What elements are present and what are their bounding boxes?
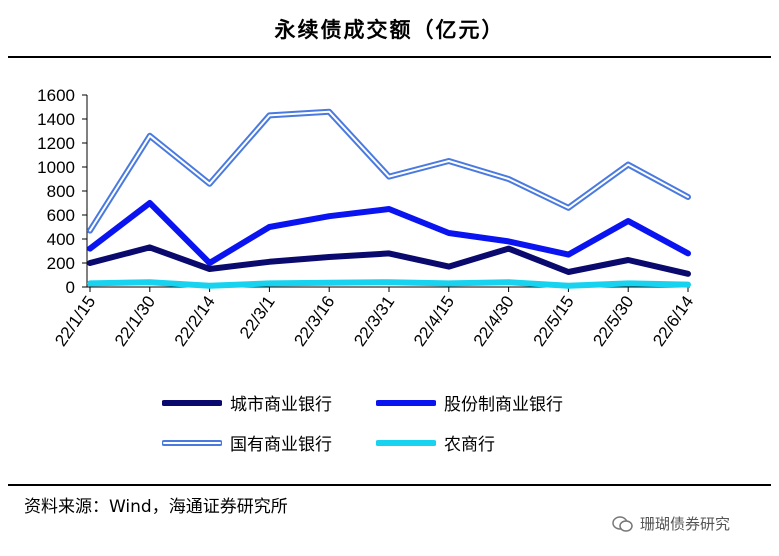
watermark-text: 珊瑚债券研究	[640, 515, 731, 533]
legend-swatch-joint	[376, 399, 436, 406]
x-tick-label: 22/3/31	[350, 292, 398, 349]
legend-item-rural: 农商行	[376, 430, 495, 455]
legend-label-state: 国有商业银行	[230, 435, 332, 455]
y-tick-label: 1400	[37, 110, 75, 129]
x-tick-label: 22/3/1	[236, 292, 279, 342]
legend-item-city: 城市商业银行	[162, 390, 332, 415]
y-tick-label: 600	[47, 206, 75, 225]
series-line-state-inner	[89, 110, 689, 232]
y-tick-label: 800	[47, 182, 75, 201]
legend-label-joint: 股份制商业银行	[444, 395, 563, 415]
source-note: 资料来源：Wind，海通证券研究所	[24, 497, 288, 517]
x-tick-label: 22/2/14	[171, 292, 219, 349]
chart-axes	[82, 94, 690, 292]
series-line-rural	[87, 279, 691, 289]
legend-label-city: 城市商业银行	[230, 395, 332, 415]
chart-series-lines	[87, 108, 691, 289]
x-tick-label: 22/5/30	[589, 292, 637, 349]
x-tick-label: 22/3/16	[290, 292, 338, 349]
x-tick-label: 22/6/14	[649, 292, 697, 349]
top-divider	[8, 56, 771, 58]
legend-item-state: 国有商业银行	[162, 430, 332, 455]
x-tick-label: 22/4/30	[470, 292, 518, 349]
wechat-icon	[612, 515, 633, 532]
y-tick-label: 400	[47, 230, 75, 249]
series-line-city	[87, 244, 691, 277]
watermark: 珊瑚债券研究	[612, 513, 730, 534]
x-axis-tick-labels: 22/1/15 22/1/30 22/2/14 22/3/1 22/3/16 22/3/3…	[51, 292, 697, 349]
y-tick-label: 0	[66, 278, 75, 297]
x-tick-label: 22/5/15	[530, 292, 578, 349]
legend-label-rural: 农商行	[444, 435, 495, 455]
legend-swatch-city	[162, 399, 222, 406]
bottom-divider	[8, 484, 771, 486]
y-tick-label: 200	[47, 254, 75, 273]
chart-title: 永续债成交额（亿元）	[274, 18, 505, 42]
legend-item-joint: 股份制商业银行	[376, 390, 563, 415]
series-line-joint	[87, 200, 691, 266]
x-tick-label: 22/1/15	[51, 292, 99, 349]
x-tick-label: 22/1/30	[111, 292, 159, 349]
y-axis-tick-labels: 0 200 400 600 800 1000 1200 1400 1600	[37, 86, 75, 297]
legend-swatch-rural	[376, 439, 436, 446]
legend-swatch-state	[162, 439, 222, 446]
y-tick-label: 1200	[37, 134, 75, 153]
y-tick-label: 1000	[37, 158, 75, 177]
y-tick-label: 1600	[37, 86, 75, 105]
series-line-state	[87, 108, 691, 234]
x-tick-label: 22/4/15	[410, 292, 458, 349]
